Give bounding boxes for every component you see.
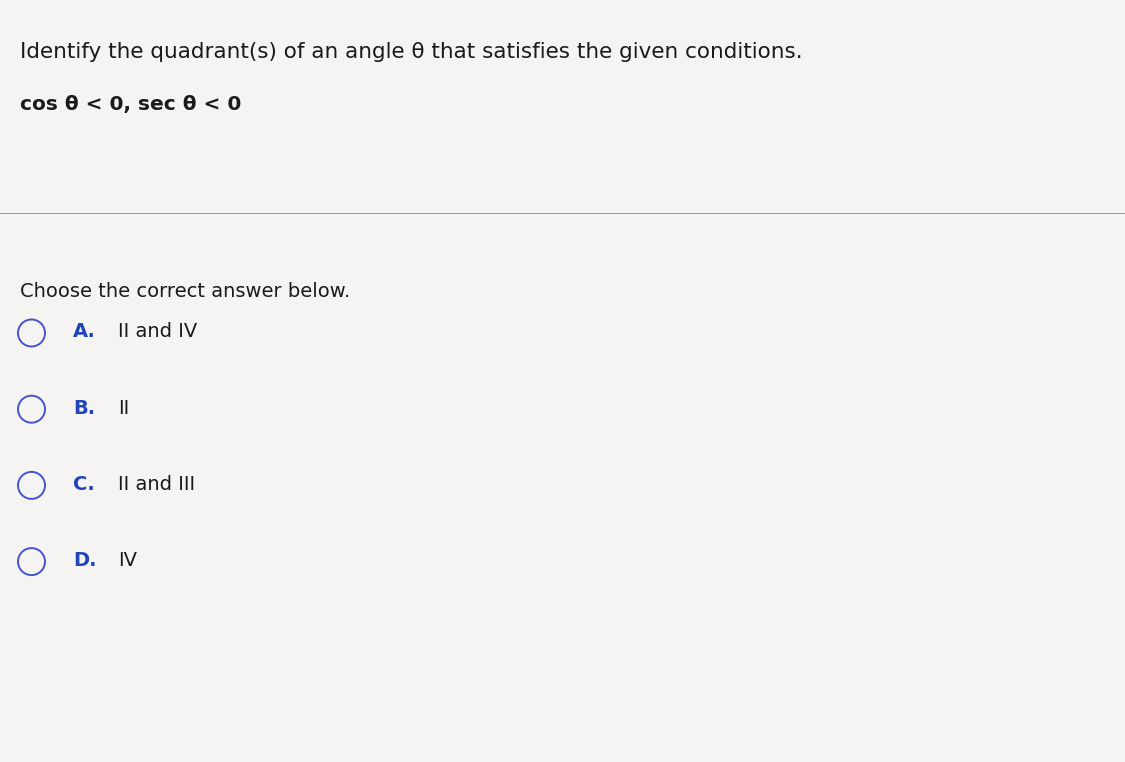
Text: cos θ < 0, sec θ < 0: cos θ < 0, sec θ < 0 [20, 95, 242, 114]
Text: IV: IV [118, 551, 137, 570]
Text: B.: B. [73, 399, 96, 418]
Text: Choose the correct answer below.: Choose the correct answer below. [20, 282, 351, 301]
Text: II and IV: II and IV [118, 322, 197, 341]
Text: D.: D. [73, 551, 97, 570]
Text: Identify the quadrant(s) of an angle θ that satisfies the given conditions.: Identify the quadrant(s) of an angle θ t… [20, 42, 803, 62]
Text: II and III: II and III [118, 475, 196, 494]
Text: C.: C. [73, 475, 94, 494]
Text: A.: A. [73, 322, 96, 341]
Text: II: II [118, 399, 129, 418]
